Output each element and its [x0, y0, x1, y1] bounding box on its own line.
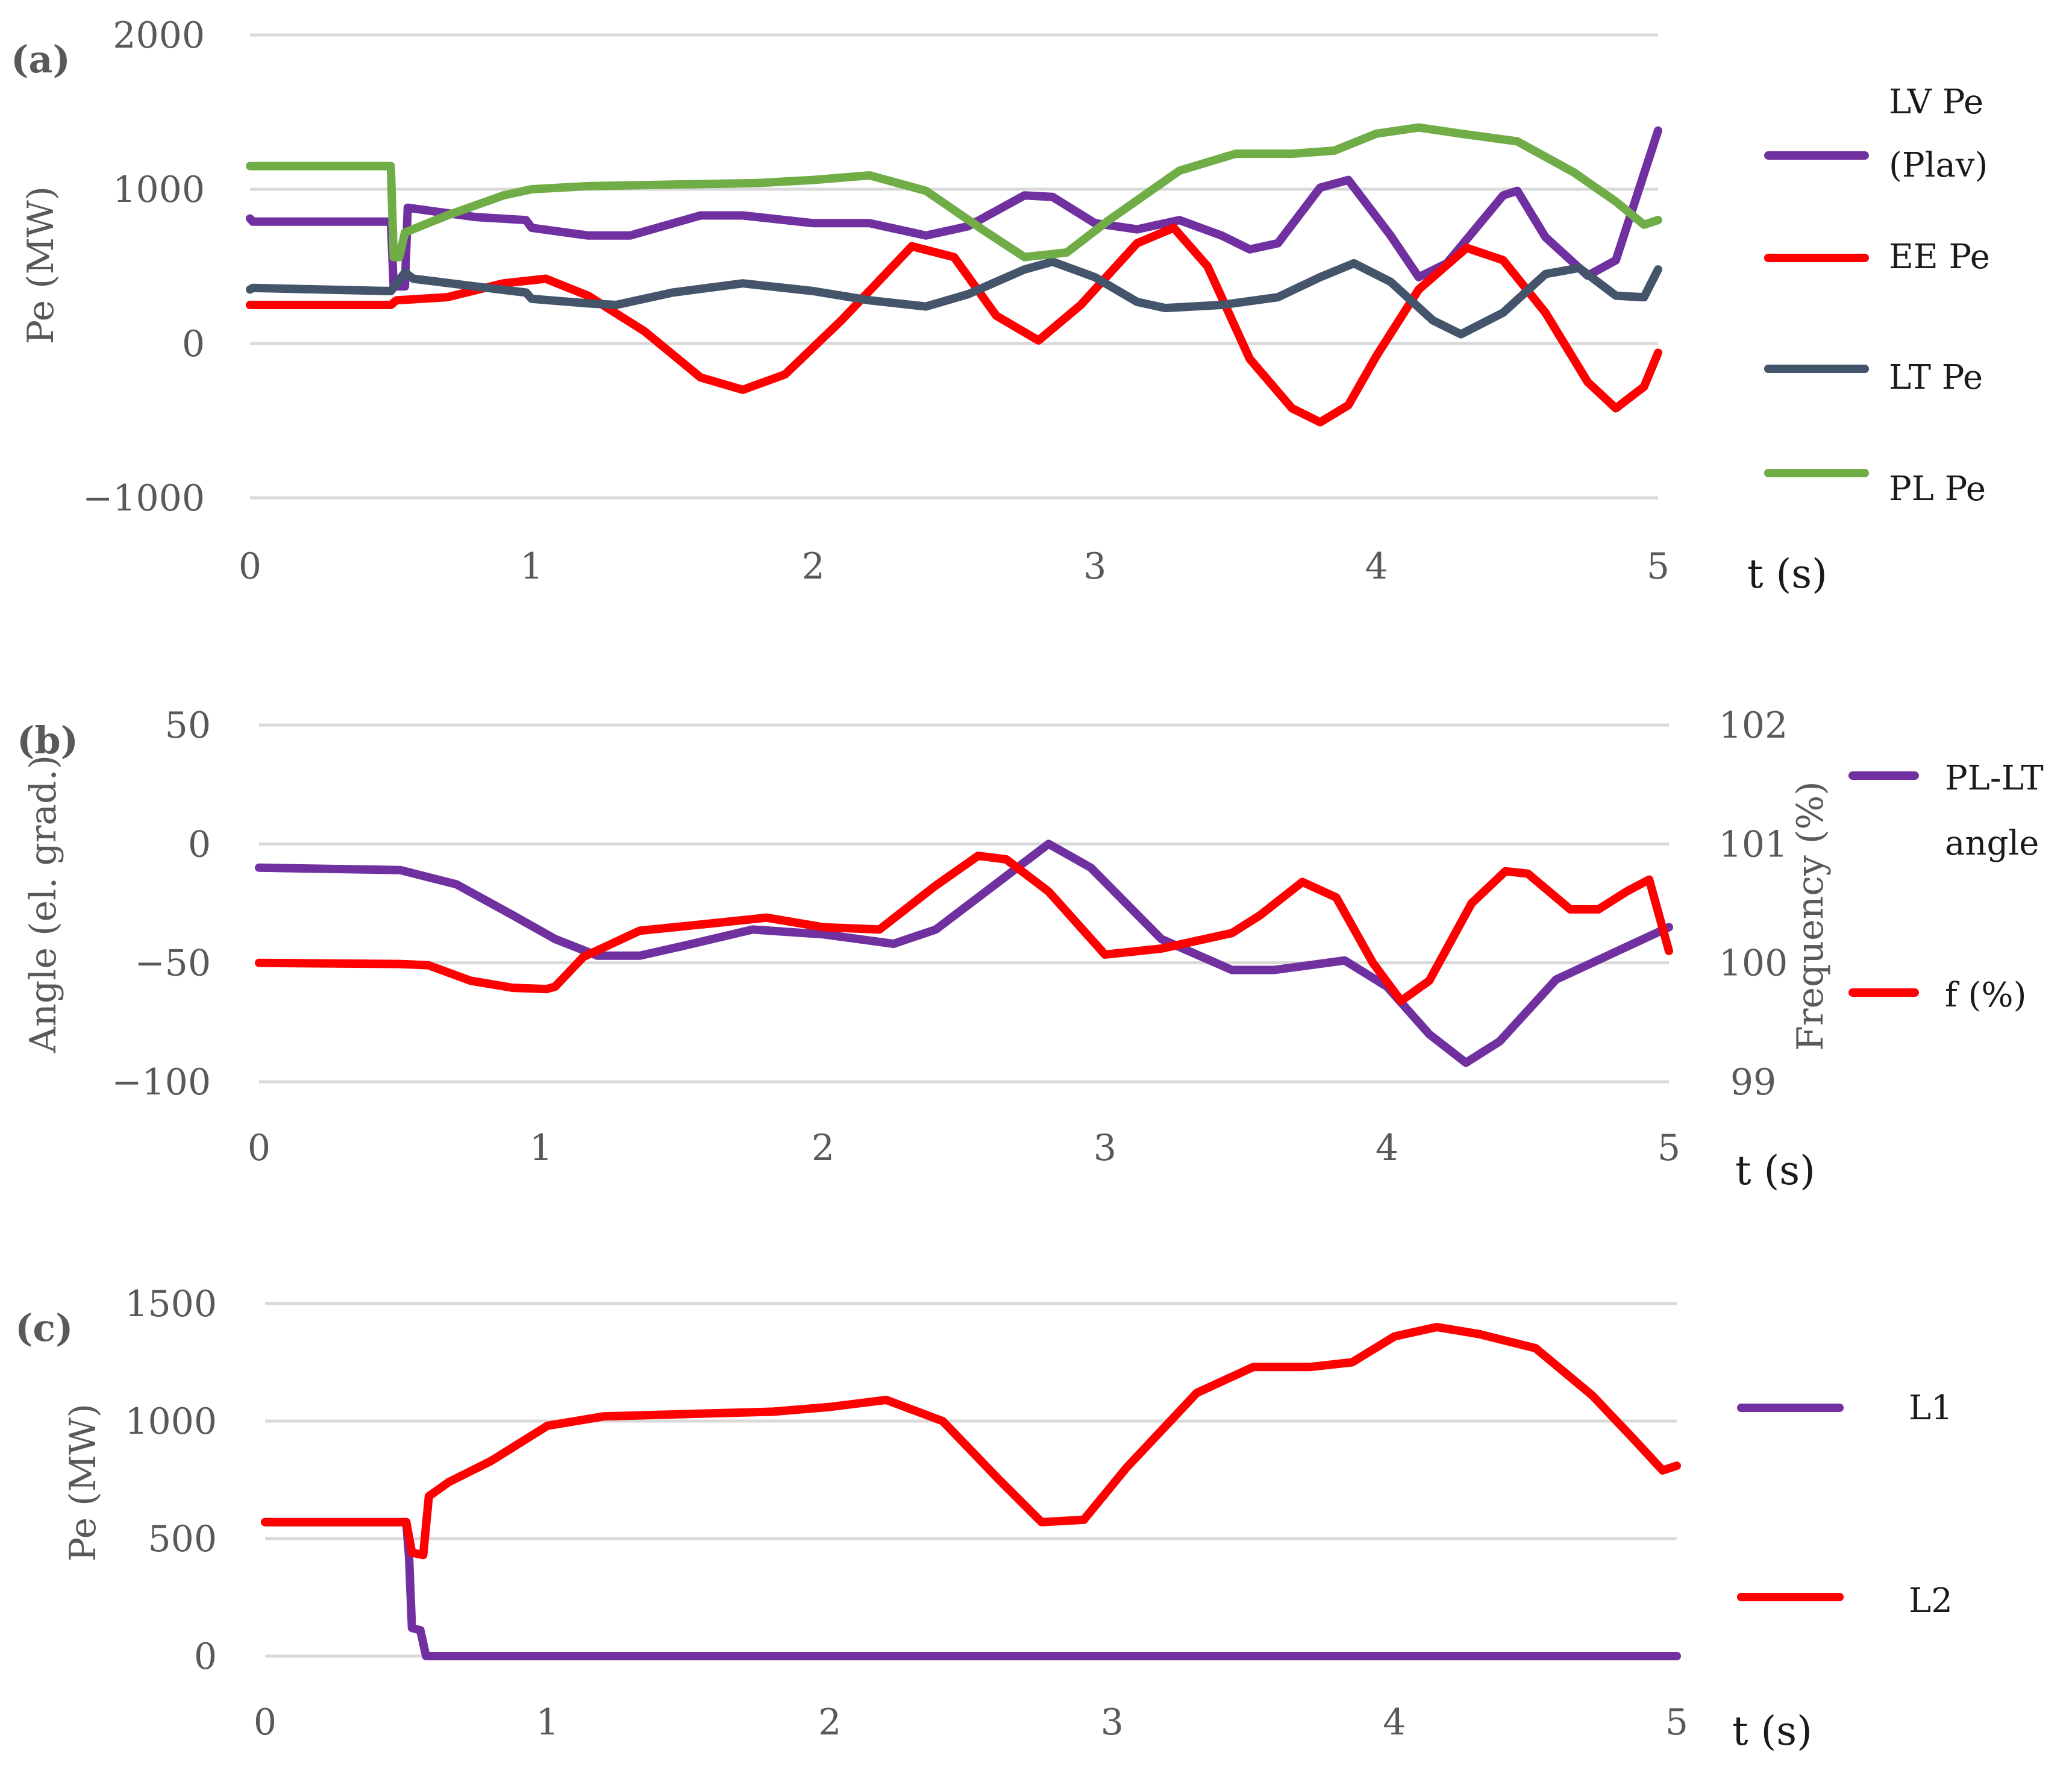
y-tick-label: 50: [165, 705, 211, 747]
panel-2: 1500 1000 500 00 1 2 3 4 5 Pe (MW) t (s) (c) L1 L2: [15, 1283, 1953, 1754]
x-tick-label: 5: [1665, 1701, 1688, 1743]
x-tick-label: 2: [818, 1701, 841, 1743]
y-tick-label: 0: [182, 323, 205, 365]
y-tick-label: −100: [111, 1061, 211, 1103]
x-tick-label: 3: [1094, 1127, 1116, 1169]
x-axis-title: t (s): [1747, 551, 1827, 597]
y2-tick-label: 102: [1719, 705, 1788, 747]
y-tick-label: 2000: [113, 14, 205, 57]
y-tick-label: −50: [134, 943, 211, 985]
legend-label: (Plav): [1889, 146, 1988, 185]
y2-tick-label: 100: [1719, 943, 1788, 985]
y-tick-label: 0: [188, 823, 211, 865]
x-tick-label: 1: [530, 1127, 552, 1169]
y2-tick-label: 99: [1730, 1061, 1776, 1103]
legend-label: LT Pe: [1889, 358, 1983, 397]
y2-axis-title: Frequency (%): [1789, 781, 1832, 1050]
x-tick-label: 2: [802, 545, 825, 588]
y-tick-label: −1000: [83, 477, 205, 519]
x-tick-label: 3: [1083, 545, 1106, 588]
legend-label: angle: [1945, 824, 2039, 863]
panel-label: (c): [15, 1306, 73, 1350]
x-tick-label: 1: [536, 1701, 559, 1743]
legend-label: PL Pe: [1889, 469, 1986, 509]
panel-label: (a): [11, 37, 70, 81]
x-tick-label: 3: [1101, 1701, 1124, 1743]
panel-0: 2000 1000 0 −1000 0 1 2 3 4 5 Pe (MW) t (s) (a) LV Pe…: [11, 14, 1990, 597]
x-tick-label: 5: [1647, 545, 1670, 588]
x-tick-label: 4: [1365, 545, 1388, 588]
series-line-pl-lt-angle: [255, 839, 1673, 1067]
series-line-ee-pe: [246, 224, 1662, 427]
legend-label: PL-LT: [1945, 759, 2044, 798]
series-line-lt-pe: [246, 257, 1662, 339]
x-tick-label: 4: [1383, 1701, 1406, 1743]
x-axis-title: t (s): [1735, 1147, 1815, 1194]
y-tick-label: 1500: [125, 1283, 217, 1325]
x-tick-label: 0: [239, 545, 261, 588]
x-tick-label: 4: [1376, 1127, 1398, 1169]
series-line-pl-pe: [246, 123, 1662, 262]
y-tick-label: 500: [148, 1518, 217, 1560]
x-tick-label: 0: [254, 1701, 277, 1743]
legend-label: LV Pe: [1889, 83, 1983, 122]
x-tick-label: 2: [812, 1127, 834, 1169]
legend-label: EE Pe: [1889, 237, 1990, 277]
y-tick-label: 1000: [125, 1401, 217, 1443]
y-tick-label: 1000: [113, 169, 205, 211]
series-line-l2: [261, 1323, 1681, 1560]
series-line-l1: [261, 1517, 1681, 1660]
x-tick-label: 0: [248, 1127, 271, 1169]
y-axis-title: Pe (MW): [20, 186, 62, 344]
y-tick-label: 0: [194, 1636, 217, 1678]
x-tick-label: 5: [1657, 1127, 1680, 1169]
panel-1: 50 0 −50 −100 102 101 100 99 0 1 2 3 4 5 Angle (el. gr…: [17, 705, 2044, 1194]
legend-label: L2: [1909, 1581, 1953, 1621]
x-tick-label: 1: [520, 545, 543, 588]
legend-label: f (%): [1945, 976, 2026, 1015]
y-axis-title: Pe (MW): [62, 1404, 104, 1561]
y2-tick-label: 101: [1719, 823, 1788, 865]
y-axis-title: Angle (el. grad.): [22, 755, 64, 1053]
panel-label: (b): [17, 718, 78, 762]
legend-label: L1: [1909, 1389, 1953, 1428]
x-axis-title: t (s): [1732, 1708, 1812, 1754]
series-line-f-: [255, 852, 1673, 1005]
